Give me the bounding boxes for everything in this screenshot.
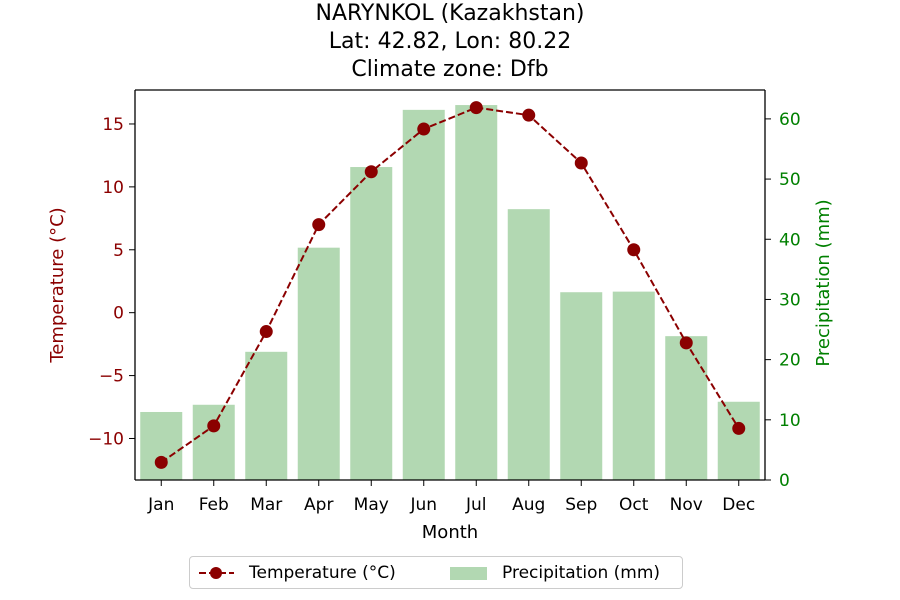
precipitation-bar-jun <box>402 109 445 480</box>
month-tick-label: Nov <box>670 495 703 515</box>
month-tick-label: Mar <box>250 495 282 515</box>
precipitation-bar-apr <box>297 247 340 480</box>
precipitation-tick-label: 50 <box>779 170 801 190</box>
temperature-point-mar <box>259 325 273 339</box>
month-tick-label: Sep <box>565 495 597 515</box>
temperature-tick-label: 5 <box>113 241 124 261</box>
precipitation-bars <box>140 105 760 480</box>
temperature-legend-label: Temperature (°C) <box>249 563 396 583</box>
temperature-tick-label: 10 <box>102 178 124 198</box>
month-tick-label: Dec <box>722 495 755 515</box>
precipitation-bar-may <box>350 167 393 480</box>
chart-title-line-3: Climate zone: Dfb <box>351 57 549 82</box>
month-tick-label: Jan <box>147 495 174 515</box>
precipitation-bar-sep <box>560 292 603 480</box>
chart-legend: Temperature (°C) Precipitation (mm) <box>189 556 683 589</box>
month-tick-label: Jun <box>409 495 437 515</box>
month-axis-ticks: Jan Feb Mar Apr May Jun Jul Aug Sep Oct Nov Dec <box>147 480 755 515</box>
month-tick-label: Jul <box>465 495 487 515</box>
month-tick-label: May <box>354 495 389 515</box>
precipitation-tick-label: 30 <box>779 290 801 310</box>
precipitation-tick-label: 40 <box>779 230 801 250</box>
temperature-axis-label: Temperature (°C) <box>47 207 68 363</box>
precipitation-bar-nov <box>665 336 708 480</box>
precipitation-bar-jul <box>455 105 498 480</box>
temperature-point-aug <box>522 108 536 122</box>
temperature-axis-ticks: −10 −5 0 5 10 15 <box>88 115 135 449</box>
chart-title-line-2: Lat: 42.82, Lon: 80.22 <box>328 29 572 54</box>
month-tick-label: Aug <box>512 495 545 515</box>
precipitation-tick-label: 60 <box>779 110 801 130</box>
precipitation-legend-swatch <box>450 567 487 580</box>
temperature-point-sep <box>574 156 588 170</box>
temperature-point-feb <box>207 419 221 433</box>
temperature-tick-label: 15 <box>102 115 124 135</box>
temperature-line <box>154 101 746 469</box>
month-tick-label: Feb <box>199 495 229 515</box>
temperature-point-may <box>364 165 378 179</box>
temperature-legend-swatch <box>199 567 234 579</box>
temperature-series-line <box>160 106 740 464</box>
temperature-point-jun <box>417 122 431 136</box>
precipitation-tick-label: 20 <box>779 351 801 371</box>
month-tick-label: Oct <box>619 495 649 515</box>
month-axis-label: Month <box>422 522 478 543</box>
precipitation-tick-label: 0 <box>779 471 790 491</box>
chart-title-line-1: NARYNKOL (Kazakhstan) <box>315 1 585 26</box>
precipitation-axis-ticks: 0 10 20 30 40 50 60 <box>765 110 801 491</box>
precipitation-bar-dec <box>717 401 760 480</box>
temperature-point-nov <box>679 336 693 350</box>
temperature-point-jan <box>154 455 168 469</box>
precipitation-axis-label: Precipitation (mm) <box>813 199 834 366</box>
precipitation-tick-label: 10 <box>779 411 801 431</box>
temperature-tick-label: −5 <box>99 367 124 387</box>
temperature-point-apr <box>312 218 326 232</box>
temperature-point-jul <box>469 101 483 115</box>
temperature-tick-label: −10 <box>88 429 124 449</box>
precipitation-bar-feb <box>192 404 235 480</box>
month-tick-label: Apr <box>304 495 333 515</box>
precipitation-bar-oct <box>612 291 655 480</box>
precipitation-bar-mar <box>245 351 288 480</box>
precipitation-legend-label: Precipitation (mm) <box>502 563 661 583</box>
precipitation-bar-aug <box>507 209 550 480</box>
temperature-point-dec <box>732 421 746 435</box>
temperature-tick-label: 0 <box>113 304 124 324</box>
chart-axes <box>134 89 766 481</box>
precipitation-bar-jan <box>140 411 183 480</box>
temperature-point-oct <box>627 243 641 257</box>
